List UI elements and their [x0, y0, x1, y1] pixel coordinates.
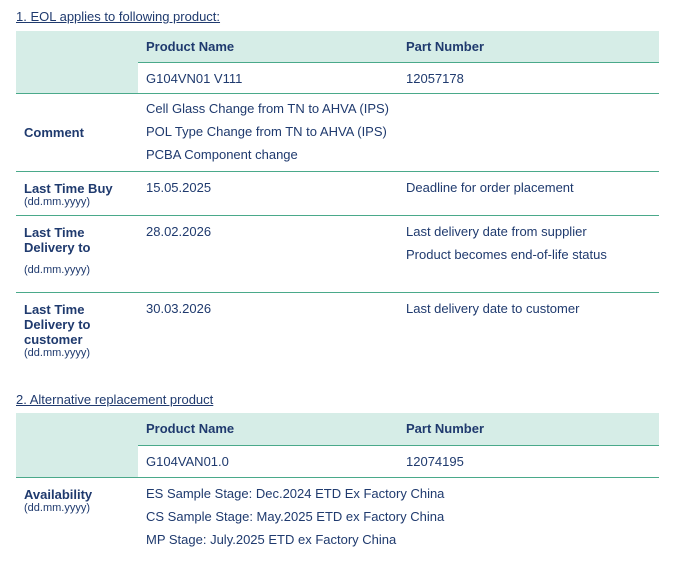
availability-format: (dd.mm.yyyy)	[24, 501, 90, 514]
ltdc-note: Last delivery date to customer	[398, 291, 659, 365]
comment-line: POL Type Change from TN to AHVA (IPS)	[146, 123, 387, 139]
section1-title: 1. EOL applies to following product:	[16, 9, 221, 24]
ltdc-format: (dd.mm.yyyy)	[24, 346, 90, 359]
blank-cell	[16, 31, 138, 93]
ltd-note: Product becomes end-of-life status	[406, 246, 607, 262]
part-number: 12074195	[398, 444, 659, 477]
eol-table: Product Name Part Number G104VN01 V111 1…	[16, 31, 659, 365]
ltd-label-text: Last Time Delivery to	[24, 224, 91, 255]
availability-line: CS Sample Stage: May.2025 ETD ex Factory…	[146, 508, 445, 524]
ltb-date: 15.05.2025	[138, 170, 398, 215]
availability-label: Availability (dd.mm.yyyy)	[16, 476, 138, 552]
ltd-label: Last Time Delivery to (dd.mm.yyyy)	[16, 214, 138, 292]
ltd-note: Last delivery date from supplier	[406, 223, 587, 239]
ltb-label: Last Time Buy (dd.mm.yyyy)	[16, 170, 138, 215]
comment-line: PCBA Component change	[146, 146, 298, 162]
availability-line: MP Stage: July.2025 ETD ex Factory China	[146, 531, 397, 547]
availability-label-text: Availability	[24, 486, 93, 502]
header-product-name: Product Name	[138, 413, 398, 445]
availability-lines: ES Sample Stage: Dec.2024 ETD Ex Factory…	[138, 476, 659, 552]
blank-cell	[16, 413, 138, 477]
ltdc-date: 30.03.2026	[138, 291, 398, 365]
ltdc-label-text: Last Time Delivery to customer	[24, 301, 91, 347]
replacement-table: Product Name Part Number G104VAN01.0 120…	[16, 413, 659, 552]
product-name: G104VAN01.0	[138, 444, 398, 477]
comment-label: Comment	[16, 92, 138, 171]
header-part-number: Part Number	[398, 31, 659, 62]
ltb-note: Deadline for order placement	[398, 170, 659, 215]
ltd-date: 28.02.2026	[138, 214, 398, 292]
ltd-notes: Last delivery date from supplier Product …	[398, 214, 659, 292]
comment-line: Cell Glass Change from TN to AHVA (IPS)	[146, 100, 389, 116]
ltd-format: (dd.mm.yyyy)	[24, 263, 90, 276]
availability-line: ES Sample Stage: Dec.2024 ETD Ex Factory…	[146, 485, 445, 501]
comment-lines: Cell Glass Change from TN to AHVA (IPS) …	[138, 92, 659, 171]
part-number: 12057178	[398, 61, 659, 93]
ltdc-label: Last Time Delivery to customer (dd.mm.yyy…	[16, 291, 138, 365]
header-part-number: Part Number	[398, 413, 659, 445]
section2-title: 2. Alternative replacement product	[16, 392, 214, 407]
ltb-format: (dd.mm.yyyy)	[24, 195, 90, 208]
product-name: G104VN01 V111	[138, 61, 398, 93]
header-product-name: Product Name	[138, 31, 398, 62]
ltb-label-text: Last Time Buy	[24, 180, 113, 196]
